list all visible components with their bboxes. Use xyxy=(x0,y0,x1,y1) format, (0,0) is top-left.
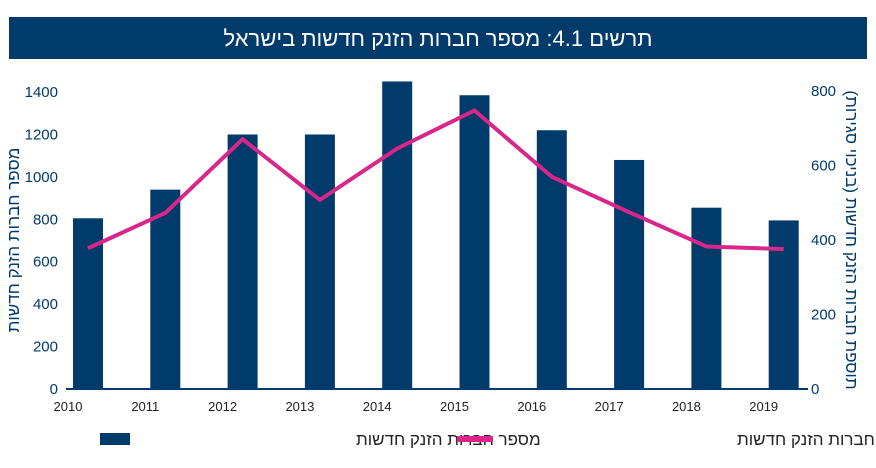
x-tick-label: 2019 xyxy=(749,399,778,414)
right-y-tick-label: 0 xyxy=(811,381,819,398)
left-y-tick-label: 0 xyxy=(50,381,58,398)
x-tick-label: 2016 xyxy=(517,399,546,414)
legend-swatch-bars xyxy=(100,433,130,445)
right-y-tick-label: 400 xyxy=(811,232,836,249)
x-tick-label: 2010 xyxy=(54,399,83,414)
bar-2012 xyxy=(227,134,258,388)
left-y-tick-label: 200 xyxy=(33,339,58,356)
bar-2013 xyxy=(304,134,335,388)
legend-swatch-line xyxy=(457,436,493,442)
line-series xyxy=(87,108,784,252)
right-y-tick-label: 200 xyxy=(811,307,836,324)
bar-2019 xyxy=(768,220,799,388)
legend-label-bars: מספר חברות הזנק חדשות xyxy=(356,430,541,449)
x-tick-label: 2012 xyxy=(208,399,237,414)
left-y-tick-label: 1200 xyxy=(25,126,58,143)
left-y-tick-label: 600 xyxy=(33,254,58,271)
left-y-tick-label: 1400 xyxy=(25,84,58,101)
x-tick-label: 2018 xyxy=(672,399,701,414)
x-tick-label: 2014 xyxy=(363,399,392,414)
right-axis-label: תוספת חברות הזנק חדשות (בניכוי סגירות) xyxy=(842,90,861,389)
left-y-tick-label: 400 xyxy=(33,296,58,313)
bar-2011 xyxy=(150,189,181,388)
bar-2015 xyxy=(459,95,490,388)
title-bar xyxy=(9,17,867,59)
x-tick-label: 2017 xyxy=(595,399,624,414)
x-tick-label: 2013 xyxy=(285,399,314,414)
bar-2014 xyxy=(382,81,413,388)
x-tick-label: 2011 xyxy=(131,399,159,414)
chart-title: תרשים 4.1: מספר חברות הזנק חדשות בישראל xyxy=(224,26,653,51)
x-tick-label: 2015 xyxy=(440,399,469,414)
left-y-tick-label: 800 xyxy=(33,211,58,228)
bar-2016 xyxy=(536,130,567,388)
legend-label-line: תוספת חברות הזנק חדשות xyxy=(737,430,876,449)
left-axis-label: מספר חברות הזנק חדשות xyxy=(4,148,23,333)
left-y-tick-label: 1000 xyxy=(25,169,58,186)
legend: מספר חברות הזנק חדשות תוספת חברות הזנק ח… xyxy=(100,430,876,449)
bar-2017 xyxy=(614,159,645,388)
bar-2018 xyxy=(691,207,722,388)
right-y-tick-label: 600 xyxy=(811,158,836,175)
right-y-tick-label: 800 xyxy=(811,83,836,100)
